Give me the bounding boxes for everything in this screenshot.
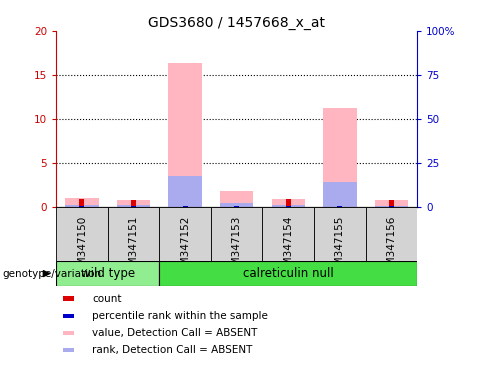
Bar (63, 296, 74, 301)
Bar (263, 207, 314, 261)
Bar (389, 206, 394, 207)
Text: GSM347152: GSM347152 (180, 215, 190, 279)
Bar (323, 108, 357, 207)
Text: rank, Detection Call = ABSENT: rank, Detection Call = ABSENT (92, 345, 253, 356)
Bar (131, 200, 136, 207)
Bar (108, 207, 159, 261)
Bar (159, 261, 417, 286)
Bar (366, 207, 417, 261)
Text: GSM347153: GSM347153 (232, 215, 242, 279)
Bar (65, 205, 99, 207)
Bar (159, 207, 211, 261)
Bar (63, 314, 74, 318)
Bar (220, 204, 253, 207)
Bar (271, 199, 305, 207)
Bar (285, 199, 291, 207)
Text: GSM347156: GSM347156 (386, 215, 396, 279)
Bar (285, 206, 291, 207)
Text: GSM347150: GSM347150 (77, 215, 87, 279)
Bar (168, 175, 202, 207)
Text: value, Detection Call = ABSENT: value, Detection Call = ABSENT (92, 328, 258, 338)
Bar (168, 63, 202, 207)
Bar (314, 207, 366, 261)
Text: wild type: wild type (81, 267, 135, 280)
Bar (323, 182, 357, 207)
Bar (211, 207, 263, 261)
Text: percentile rank within the sample: percentile rank within the sample (92, 311, 268, 321)
Bar (63, 331, 74, 335)
Bar (117, 205, 150, 207)
Text: genotype/variation: genotype/variation (2, 268, 102, 279)
Text: GSM347154: GSM347154 (283, 215, 293, 279)
Bar (271, 205, 305, 207)
Bar (80, 199, 84, 207)
Bar (117, 200, 150, 207)
Bar (375, 200, 408, 207)
Title: GDS3680 / 1457668_x_at: GDS3680 / 1457668_x_at (148, 16, 325, 30)
Bar (65, 198, 99, 207)
Text: calreticulin null: calreticulin null (243, 267, 334, 280)
Bar (56, 207, 108, 261)
Bar (56, 261, 159, 286)
Bar (220, 190, 253, 207)
Bar (375, 205, 408, 207)
Bar (80, 206, 84, 207)
Bar (131, 206, 136, 207)
Text: GSM347151: GSM347151 (128, 215, 139, 279)
Bar (389, 200, 394, 207)
Text: count: count (92, 293, 122, 304)
Text: GSM347155: GSM347155 (335, 215, 345, 279)
Bar (63, 348, 74, 353)
